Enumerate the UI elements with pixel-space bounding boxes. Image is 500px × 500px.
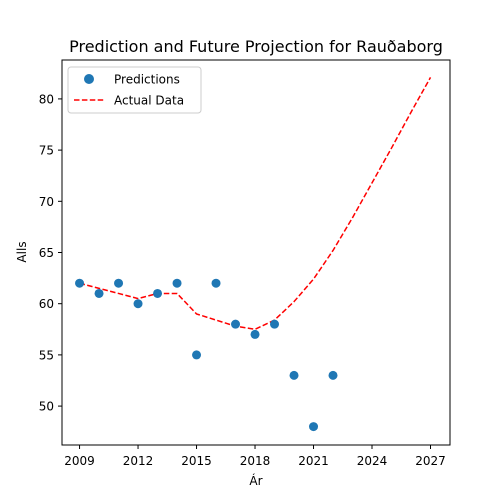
x-tick-label: 2021 [298,454,329,468]
x-axis: 2009 2012 2015 2018 2021 2024 2027 [64,445,446,468]
x-tick-label: 2027 [415,454,446,468]
data-point-predictions [309,422,319,432]
x-tick-label: 2015 [181,454,212,468]
data-point-predictions [153,288,163,298]
series-line-actual-data [79,77,432,331]
data-point-predictions [133,299,143,309]
x-tick-label: 2012 [123,454,154,468]
y-tick-label: 55 [39,348,54,362]
legend-label-predictions: Predictions [114,73,180,87]
data-point-predictions [211,278,221,288]
data-point-predictions [270,319,280,329]
y-axis: 50 55 60 65 70 75 80 [39,92,62,414]
legend: Predictions Actual Data [67,66,202,114]
y-tick-label: 70 [39,195,54,209]
legend-frame [67,66,202,114]
legend-marker-predictions [84,74,94,84]
data-point-predictions [192,350,202,360]
data-point-predictions [289,370,299,380]
x-tick-label: 2009 [64,454,95,468]
y-tick-label: 80 [39,92,54,106]
data-point-predictions [328,370,338,380]
data-point-predictions [172,278,182,288]
y-tick-label: 60 [39,297,54,311]
x-tick-label: 2018 [240,454,271,468]
data-point-predictions [250,329,260,339]
data-point-predictions [231,319,241,329]
data-point-predictions [94,288,104,298]
data-point-predictions [75,278,85,288]
data-point-predictions [114,278,124,288]
plot-area [75,77,432,432]
y-tick-label: 50 [39,400,54,414]
x-axis-label: Ár [249,473,262,488]
x-tick-label: 2024 [357,454,388,468]
y-axis-label: Alls [15,241,29,262]
legend-label-actual-data: Actual Data [114,94,184,108]
chart-title: Prediction and Future Projection for Rau… [69,37,443,56]
y-tick-label: 65 [39,246,54,260]
y-tick-label: 75 [39,144,54,158]
